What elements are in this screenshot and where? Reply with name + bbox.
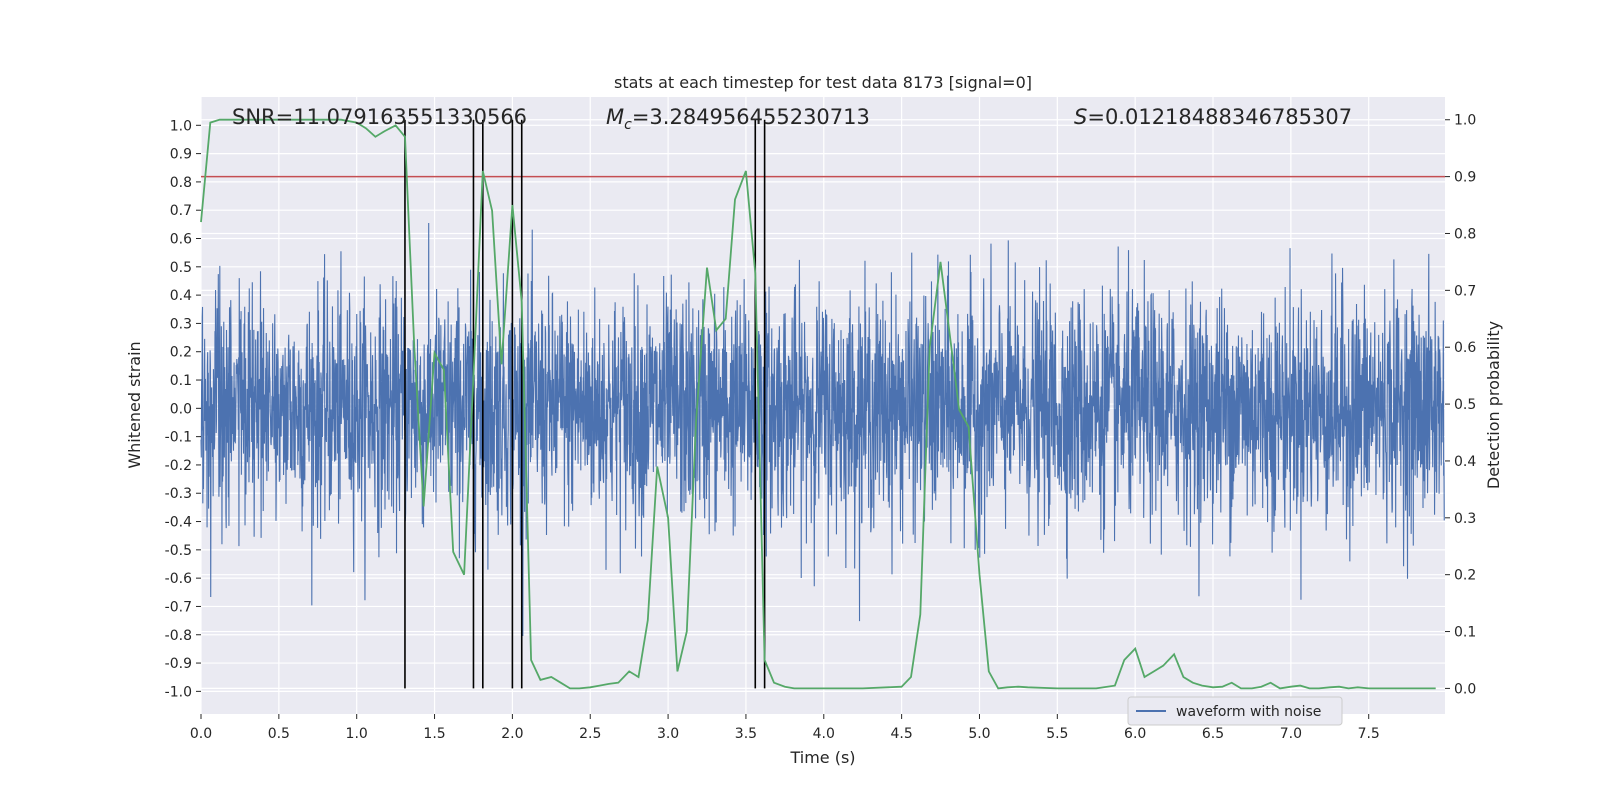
y-tick-label: -0.1: [165, 430, 192, 446]
y-tick-label: 1.0: [170, 118, 192, 134]
legend: waveform with noise: [1127, 696, 1343, 726]
y-tick-label: -0.2: [165, 458, 192, 474]
y-tick-label: -0.8: [165, 628, 192, 644]
x-tick-label: 4.5: [890, 726, 912, 742]
s-symbol: S: [1074, 105, 1087, 129]
y-tick-label: 0.4: [170, 288, 192, 304]
waveform-series: [200, 222, 1445, 636]
x-tick-label: 2.0: [501, 726, 523, 742]
x-tick-label: 7.5: [1358, 726, 1380, 742]
y2-tick-label: 1.0: [1454, 113, 1476, 129]
y-tick-label: 0.6: [170, 232, 192, 248]
s-value: =0.01218488346785307: [1087, 105, 1352, 129]
y-tick-label: -0.5: [165, 543, 192, 559]
x-tick-label: 0.0: [190, 726, 212, 742]
chirp-mass-value: =3.284956455230713: [632, 105, 870, 129]
y-tick-label: -0.6: [165, 571, 192, 587]
y2-tick-label: 0.1: [1454, 625, 1476, 641]
x-tick-label: 3.5: [735, 726, 757, 742]
y-tick-label: 0.3: [170, 316, 192, 332]
y2-tick-label: 0.8: [1454, 226, 1476, 242]
y2-tick-label: 0.0: [1454, 681, 1476, 697]
y-axis-title: Whitened strain: [125, 341, 144, 468]
y-tick-label: 0.9: [170, 147, 192, 163]
x-tick-label: 5.5: [1046, 726, 1068, 742]
chirp-mass-annotation: Mc=3.284956455230713: [606, 105, 870, 133]
y-tick-label: -1.0: [165, 684, 192, 700]
x-tick-label: 1.5: [423, 726, 445, 742]
chirp-mass-symbol: M: [606, 105, 624, 129]
y-axis-left: 1.0 0.9 0.8 0.7 0.6 0.5 0.4 0.3 0.2 0.1 0.0 -0.1 -0.…: [165, 118, 201, 700]
x-tick-label: 3.0: [657, 726, 679, 742]
waveform-line: [200, 222, 1445, 636]
y-axis-right: 1.0 0.9 0.8 0.7 0.6 0.5 0.4 0.3 0.2 0.1 0.0: [1445, 113, 1476, 697]
y2-tick-label: 0.5: [1454, 397, 1476, 413]
snr-annotation: SNR=11.079163551330566: [232, 105, 527, 129]
chirp-mass-subscript: c: [624, 117, 632, 133]
s-annotation: S=0.01218488346785307: [1074, 105, 1352, 129]
legend-box: [1127, 696, 1343, 726]
detection-lines: [404, 119, 766, 689]
x-tick-label: 0.5: [268, 726, 290, 742]
y-tick-label: -0.9: [165, 656, 192, 672]
y-tick-label: 0.8: [170, 175, 192, 191]
y2-tick-label: 0.6: [1454, 340, 1476, 356]
x-tick-label: 2.5: [579, 726, 601, 742]
y2-tick-label: 0.7: [1454, 283, 1476, 299]
y-tick-label: 0.7: [170, 203, 192, 219]
y-tick-label: -0.4: [165, 515, 192, 531]
x-tick-label: 7.0: [1280, 726, 1302, 742]
y-tick-label: 0.0: [170, 401, 192, 417]
x-tick-label: 1.0: [346, 726, 368, 742]
y-tick-label: 0.1: [170, 373, 192, 389]
y-tick-label: -0.3: [165, 486, 192, 502]
x-axis: 0.0 0.5 1.0 1.5 2.0 2.5 3.0 3.5 4.0 4.5 5.0 5.5 6.0 6…: [190, 714, 1380, 742]
x-tick-label: 5.0: [968, 726, 990, 742]
x-tick-label: 4.0: [813, 726, 835, 742]
y2-tick-label: 0.3: [1454, 511, 1476, 527]
y-tick-label: -0.7: [165, 599, 192, 615]
y2-tick-label: 0.4: [1454, 454, 1476, 470]
y2-tick-label: 0.2: [1454, 568, 1476, 584]
x-axis-title: Time (s): [789, 748, 855, 767]
y-tick-label: 0.2: [170, 345, 192, 361]
y2-axis-title: Detection probability: [1484, 321, 1503, 489]
detection-probability-series: [200, 118, 1436, 690]
y2-tick-label: 0.9: [1454, 170, 1476, 186]
legend-label-waveform: waveform with noise: [1176, 704, 1321, 720]
y-tick-label: 0.5: [170, 260, 192, 276]
chart-title: stats at each timestep for test data 817…: [614, 73, 1032, 92]
x-tick-label: 6.0: [1124, 726, 1146, 742]
x-tick-label: 6.5: [1202, 726, 1224, 742]
